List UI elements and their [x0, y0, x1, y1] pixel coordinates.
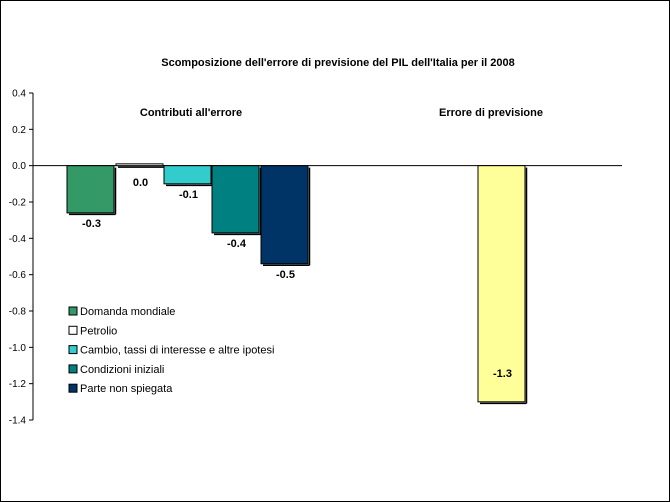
legend-swatch — [68, 306, 78, 316]
legend-swatch — [68, 325, 78, 335]
data-label: -0.1 — [179, 189, 198, 201]
legend-label: Condizioni iniziali — [80, 364, 164, 376]
data-label: 0.0 — [133, 177, 148, 189]
bar — [66, 165, 115, 214]
y-tick-label: -1.4 — [9, 416, 27, 427]
y-tick-label: -1.0 — [9, 343, 27, 354]
y-tick-label: -1.2 — [9, 379, 27, 390]
legend-swatch — [68, 345, 78, 355]
legend: Domanda mondiale Petrolio Cambio, tassi di… — [68, 306, 274, 395]
bar — [477, 165, 526, 403]
legend-swatch — [68, 364, 78, 374]
y-tick-label: -0.8 — [9, 307, 27, 318]
data-label: -0.4 — [227, 238, 247, 250]
data-label: -1.3 — [493, 368, 512, 380]
legend-swatch — [68, 383, 78, 393]
y-tick-label: -0.6 — [9, 270, 27, 281]
group-labels: Contributi all'errore Errore di prevision… — [140, 107, 543, 119]
legend-label: Parte non spiegata — [80, 383, 173, 395]
bar — [211, 165, 260, 234]
group-label: Contributi all'errore — [140, 107, 242, 119]
bar — [115, 163, 164, 167]
data-label: -0.3 — [82, 218, 101, 230]
y-tick-label: -0.2 — [9, 198, 27, 209]
legend-label: Domanda mondiale — [80, 306, 175, 318]
chart-title: Scomposizione dell'errore di previsione … — [161, 57, 514, 69]
y-tick-label: 0.2 — [12, 125, 26, 136]
legend-label: Cambio, tassi di interesse e altre ipote… — [80, 345, 274, 357]
y-tick-label: -0.4 — [9, 234, 27, 245]
y-tick-label: 0.0 — [12, 161, 26, 172]
bar — [163, 165, 212, 185]
data-label: -0.5 — [276, 269, 295, 281]
legend-label: Petrolio — [80, 325, 117, 337]
y-tick-label: 0.4 — [12, 89, 26, 100]
bars — [66, 163, 528, 405]
bar — [260, 165, 309, 265]
group-label: Errore di previsione — [439, 107, 543, 119]
data-labels: -0.3 0.0 -0.1 -0.4 -0.5 -1.3 — [82, 177, 512, 380]
